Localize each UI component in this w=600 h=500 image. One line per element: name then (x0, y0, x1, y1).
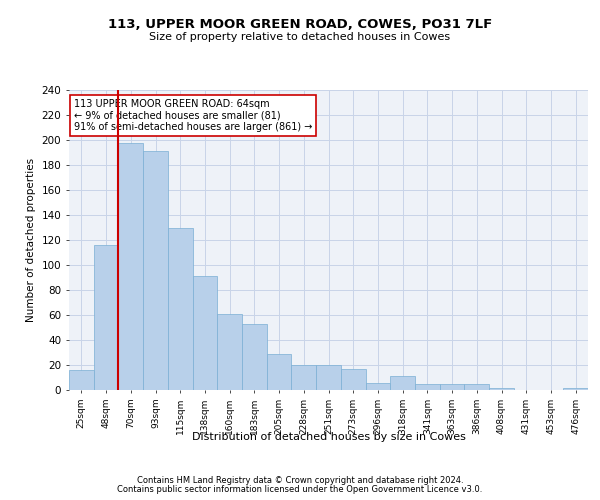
Bar (489, 388, 514, 390)
Bar (193, 276, 217, 390)
Bar (217, 314, 242, 390)
Bar (118, 142, 143, 390)
Text: Contains HM Land Registry data © Crown copyright and database right 2024.: Contains HM Land Registry data © Crown c… (137, 476, 463, 485)
Bar (267, 354, 292, 390)
Text: Contains public sector information licensed under the Open Government Licence v3: Contains public sector information licen… (118, 485, 482, 494)
Text: Size of property relative to detached houses in Cowes: Size of property relative to detached ho… (149, 32, 451, 42)
Bar (143, 151, 168, 390)
Bar (292, 365, 316, 390)
Bar (168, 228, 193, 390)
Bar (415, 384, 440, 390)
Text: Distribution of detached houses by size in Cowes: Distribution of detached houses by size … (192, 432, 466, 442)
Bar (390, 376, 415, 390)
Bar (316, 365, 341, 390)
Bar (440, 384, 464, 390)
Text: 113, UPPER MOOR GREEN ROAD, COWES, PO31 7LF: 113, UPPER MOOR GREEN ROAD, COWES, PO31 … (108, 18, 492, 30)
Bar (69, 370, 94, 390)
Bar (341, 369, 365, 390)
Y-axis label: Number of detached properties: Number of detached properties (26, 158, 36, 322)
Bar (464, 384, 489, 390)
Bar (365, 382, 390, 390)
Text: 113 UPPER MOOR GREEN ROAD: 64sqm
← 9% of detached houses are smaller (81)
91% of: 113 UPPER MOOR GREEN ROAD: 64sqm ← 9% of… (74, 99, 313, 132)
Bar (94, 245, 118, 390)
Bar (563, 388, 588, 390)
Bar (242, 324, 267, 390)
